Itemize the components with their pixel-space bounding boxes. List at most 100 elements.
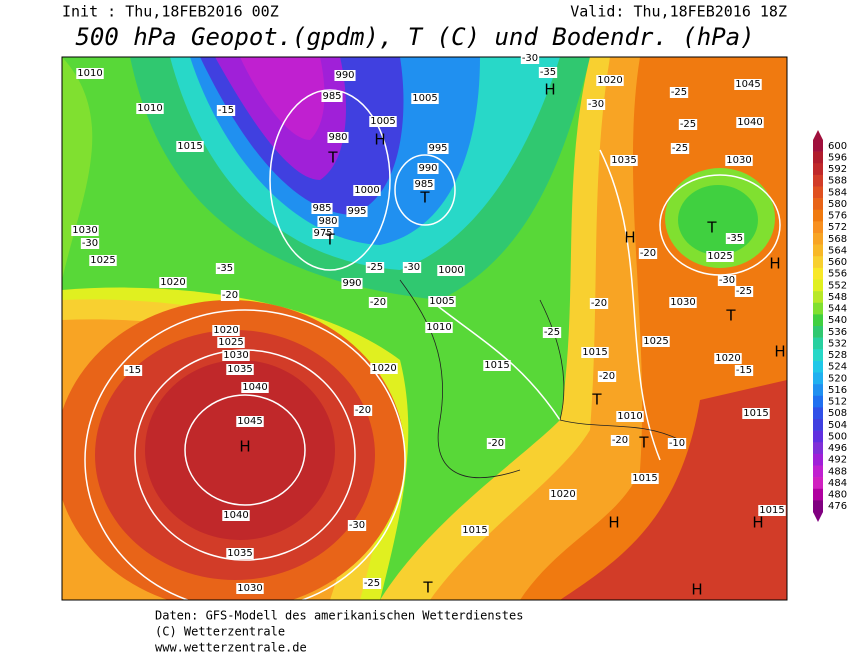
colorbar-swatch bbox=[813, 360, 823, 373]
isobar-label: 985 bbox=[312, 203, 331, 214]
isobar-label: 995 bbox=[428, 143, 447, 154]
isobar-label: 1025 bbox=[90, 255, 115, 266]
isobar-label: 995 bbox=[347, 206, 366, 217]
colorbar-label: 484 bbox=[828, 478, 847, 489]
colorbar-label: 516 bbox=[828, 385, 847, 396]
colorbar-swatch bbox=[813, 209, 823, 222]
isobar-label: 1010 bbox=[77, 68, 102, 79]
pressure-center: H bbox=[239, 438, 250, 456]
colorbar-label: 588 bbox=[828, 176, 847, 187]
label-box bbox=[758, 505, 786, 516]
pressure-center: H bbox=[691, 581, 702, 599]
isobar-label: 1005 bbox=[370, 116, 395, 127]
label-box bbox=[311, 203, 333, 214]
label-box bbox=[669, 297, 697, 308]
label-box bbox=[368, 297, 388, 308]
label-box bbox=[222, 510, 250, 521]
label-box bbox=[365, 262, 385, 273]
isobar-label: 1035 bbox=[611, 155, 636, 166]
label-box bbox=[312, 228, 334, 239]
isobar-label: 1045 bbox=[735, 79, 760, 90]
temperature-label: -20 bbox=[591, 298, 607, 309]
init-time: Init : Thu,18FEB2016 00Z bbox=[62, 3, 279, 21]
colorbar-swatch bbox=[813, 488, 823, 501]
label-box bbox=[631, 473, 659, 484]
map-title: 500 hPa Geopot.(gpdm), T (C) und Bodendr… bbox=[75, 23, 754, 51]
isobar-label: 1015 bbox=[177, 141, 202, 152]
colorbar: 6005965925885845805765725685645605565525… bbox=[813, 130, 847, 522]
colorbar-label: 592 bbox=[828, 164, 847, 175]
label-box bbox=[236, 583, 264, 594]
isobar-label: 990 bbox=[418, 163, 437, 174]
colorbar-swatch bbox=[813, 465, 823, 478]
isobar-label: 1035 bbox=[227, 548, 252, 559]
label-box bbox=[669, 87, 689, 98]
colorbar-swatch bbox=[813, 477, 823, 490]
isobar-label: 1020 bbox=[371, 363, 396, 374]
label-box bbox=[362, 578, 382, 589]
temperature-label: -30 bbox=[349, 520, 365, 531]
pressure-center: H bbox=[769, 255, 780, 273]
label-box bbox=[678, 119, 698, 130]
isobar-label: 1030 bbox=[223, 350, 248, 361]
colorbar-label: 508 bbox=[828, 408, 847, 419]
colorbar-label: 600 bbox=[828, 141, 847, 152]
temperature-label: -10 bbox=[669, 438, 685, 449]
colorbar-label: 564 bbox=[828, 245, 847, 256]
colorbar-swatch bbox=[813, 279, 823, 292]
label-box bbox=[486, 438, 506, 449]
pressure-center: T bbox=[638, 434, 649, 452]
temperature-label: -20 bbox=[222, 290, 238, 301]
colorbar-swatch bbox=[813, 151, 823, 164]
label-box bbox=[734, 79, 762, 90]
label-box bbox=[413, 179, 435, 190]
colorbar-label: 480 bbox=[828, 490, 847, 501]
pressure-center: T bbox=[706, 219, 717, 237]
label-box bbox=[176, 141, 204, 152]
label-box bbox=[216, 105, 236, 116]
isobar-label: 975 bbox=[313, 228, 332, 239]
isobar-label: 1040 bbox=[737, 117, 762, 128]
label-box bbox=[215, 263, 235, 274]
temperature-label: -25 bbox=[671, 87, 687, 98]
label-box bbox=[461, 525, 489, 536]
colorbar-label: 476 bbox=[828, 501, 847, 512]
label-box bbox=[417, 163, 439, 174]
colorbar-label: 576 bbox=[828, 211, 847, 222]
label-box bbox=[616, 411, 644, 422]
label-box bbox=[670, 143, 690, 154]
label-box bbox=[742, 408, 770, 419]
temperature-label: -30 bbox=[588, 99, 604, 110]
colorbar-swatch bbox=[813, 442, 823, 455]
colorbar-label: 512 bbox=[828, 397, 847, 408]
label-box bbox=[321, 91, 343, 102]
colorbar-label: 540 bbox=[828, 315, 847, 326]
colorbar-swatch bbox=[813, 186, 823, 199]
colorbar-swatch bbox=[813, 500, 823, 513]
colorbar-label: 496 bbox=[828, 443, 847, 454]
map-frame bbox=[61, 56, 788, 601]
temperature-label: -15 bbox=[736, 365, 752, 376]
temperature-label: -35 bbox=[727, 233, 743, 244]
isobar-label: 980 bbox=[328, 132, 347, 143]
pressure-center: H bbox=[774, 343, 785, 361]
label-box bbox=[610, 155, 638, 166]
colorbar-swatch bbox=[813, 337, 823, 350]
temperature-label: -30 bbox=[404, 262, 420, 273]
label-box bbox=[425, 322, 453, 333]
colorbar-label: 552 bbox=[828, 280, 847, 291]
isobar-label: 1010 bbox=[426, 322, 451, 333]
colorbar-swatch bbox=[813, 291, 823, 304]
isobar-label: 1000 bbox=[354, 185, 379, 196]
label-box bbox=[327, 132, 349, 143]
colorbar-swatch bbox=[813, 419, 823, 431]
label-box bbox=[220, 290, 240, 301]
label-box bbox=[236, 416, 264, 427]
temperature-label: -25 bbox=[364, 578, 380, 589]
label-box bbox=[549, 489, 577, 500]
label-box bbox=[369, 116, 397, 127]
isobar-label: 1015 bbox=[759, 505, 784, 516]
isobar-label: 1020 bbox=[597, 75, 622, 86]
colorbar-swatch bbox=[813, 140, 823, 152]
